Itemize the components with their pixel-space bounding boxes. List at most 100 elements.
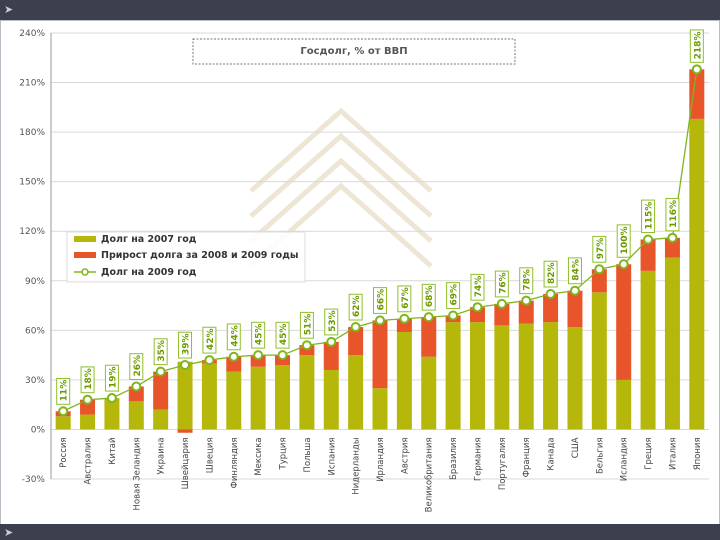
y-tick-label: 150% <box>19 178 45 188</box>
data-label-box <box>299 311 314 339</box>
y-tick-label: -30% <box>22 475 46 485</box>
x-tick-label: Греция <box>644 437 654 469</box>
data-label-box <box>324 308 339 336</box>
bar-debt-growth <box>348 327 364 356</box>
point-debt-2009 <box>521 295 532 306</box>
point-debt-2009 <box>82 394 93 405</box>
data-label-box <box>665 197 680 232</box>
point-debt-2009 <box>326 336 337 347</box>
point-debt-2009 <box>204 355 215 366</box>
bar-debt-2007 <box>250 366 266 430</box>
data-label: 67% <box>401 287 411 309</box>
x-tick-label: Исландия <box>620 437 630 481</box>
point-debt-2009 <box>423 312 434 323</box>
x-tick-label: Япония <box>693 437 703 470</box>
x-tick-label: Австралия <box>84 437 94 484</box>
x-tick-label: Великобритания <box>425 437 435 512</box>
chart-frame: -30% 0% 30% 60% 90% 120% 150% 180% 210% 240% 11% 1… <box>0 20 720 525</box>
data-label-box <box>348 293 363 321</box>
bar-debt-growth <box>689 69 705 119</box>
bar-debt-growth <box>567 290 583 328</box>
bar-debt-2007 <box>664 257 680 430</box>
data-label: 51% <box>303 314 313 336</box>
y-tick-label: 240% <box>19 29 45 39</box>
bar-debt-2007 <box>226 371 242 430</box>
y-tick-label: 210% <box>19 79 45 89</box>
bar-debt-2007 <box>177 361 193 430</box>
x-tick-label: Канада <box>547 437 557 470</box>
point-debt-2009 <box>350 322 361 333</box>
bar-debt-2007 <box>689 118 705 430</box>
x-tick-label: Украина <box>157 437 167 474</box>
point-debt-2009 <box>667 232 678 243</box>
bar-debt-growth <box>177 429 193 433</box>
point-debt-2009 <box>301 340 312 351</box>
data-label: 82% <box>547 262 557 284</box>
bar-debt-2007 <box>201 363 217 430</box>
x-tick-label: Ирландия <box>376 437 386 481</box>
chart-title-box: Госдолг, % от ВВП <box>192 38 516 65</box>
x-tick-label: Португалия <box>498 437 508 490</box>
point-debt-2009 <box>569 285 580 296</box>
data-label-box <box>567 257 582 285</box>
bar-debt-growth <box>323 341 339 370</box>
data-label: 97% <box>596 238 606 260</box>
data-label: 100% <box>620 226 630 254</box>
point-debt-2009 <box>131 381 142 392</box>
y-tick-label: 0% <box>31 425 46 435</box>
point-debt-2009 <box>375 315 385 326</box>
x-tick-label: Турция <box>279 437 289 470</box>
point-debt-2009 <box>180 360 191 371</box>
data-label-box <box>543 260 558 288</box>
y-tick-label: 120% <box>19 227 45 237</box>
bar-debt-growth <box>421 317 437 357</box>
bar-debt-growth <box>664 237 680 258</box>
point-debt-2009 <box>545 288 556 299</box>
bar-debt-2007 <box>55 416 71 430</box>
bar-debt-growth <box>80 399 96 415</box>
x-tick-label: Бельгия <box>595 437 605 474</box>
bar-debt-growth <box>591 269 607 293</box>
y-tick-label: 60% <box>25 326 45 336</box>
data-label-box <box>104 364 119 392</box>
data-label-box <box>251 321 266 349</box>
data-label-box <box>202 326 217 354</box>
data-label-box <box>421 283 436 311</box>
point-debt-2009 <box>594 264 605 275</box>
data-label: 74% <box>474 276 484 298</box>
point-debt-2009 <box>399 313 410 324</box>
bar-debt-2007 <box>128 401 144 430</box>
data-label-box <box>397 285 412 313</box>
x-tick-label: Польша <box>303 437 313 472</box>
slide-arrow-icon: ➤ <box>4 526 14 539</box>
legend-swatch-debt-2007 <box>74 236 96 242</box>
y-tick-label: 90% <box>25 277 45 287</box>
bar-debt-2007 <box>445 322 461 430</box>
bar-debt-2007 <box>494 325 510 430</box>
x-tick-label: Нидерланды <box>352 437 362 494</box>
x-tick-label: Китай <box>108 437 118 464</box>
data-label: 42% <box>206 329 216 351</box>
point-debt-2009 <box>618 259 629 270</box>
bar-debt-2007 <box>616 379 632 430</box>
x-tick-label: Новая Зеландия <box>132 437 142 510</box>
x-tick-label: Швеция <box>205 437 215 473</box>
data-label-box <box>153 338 168 366</box>
data-label-box <box>446 282 461 309</box>
legend: Долг на 2007 год Прирост долга за 2008 и… <box>66 231 306 283</box>
data-label: 84% <box>571 259 581 281</box>
data-label-box <box>519 267 534 295</box>
bar-debt-2007 <box>396 331 412 430</box>
bar-debt-growth <box>226 356 242 372</box>
data-label: 78% <box>523 269 533 291</box>
data-label-box <box>178 331 193 359</box>
point-debt-2009 <box>472 302 483 313</box>
data-label-box <box>641 199 656 233</box>
slide-arrow-icon: ➤ <box>4 3 14 16</box>
legend-label-debt-2009: Долг на 2009 год <box>101 267 197 278</box>
data-label: 19% <box>108 367 118 389</box>
bar-debt-2007 <box>348 355 364 430</box>
bar-debt-growth <box>128 386 144 402</box>
bar-debt-growth <box>469 307 485 323</box>
x-tick-label: Франция <box>522 437 532 477</box>
